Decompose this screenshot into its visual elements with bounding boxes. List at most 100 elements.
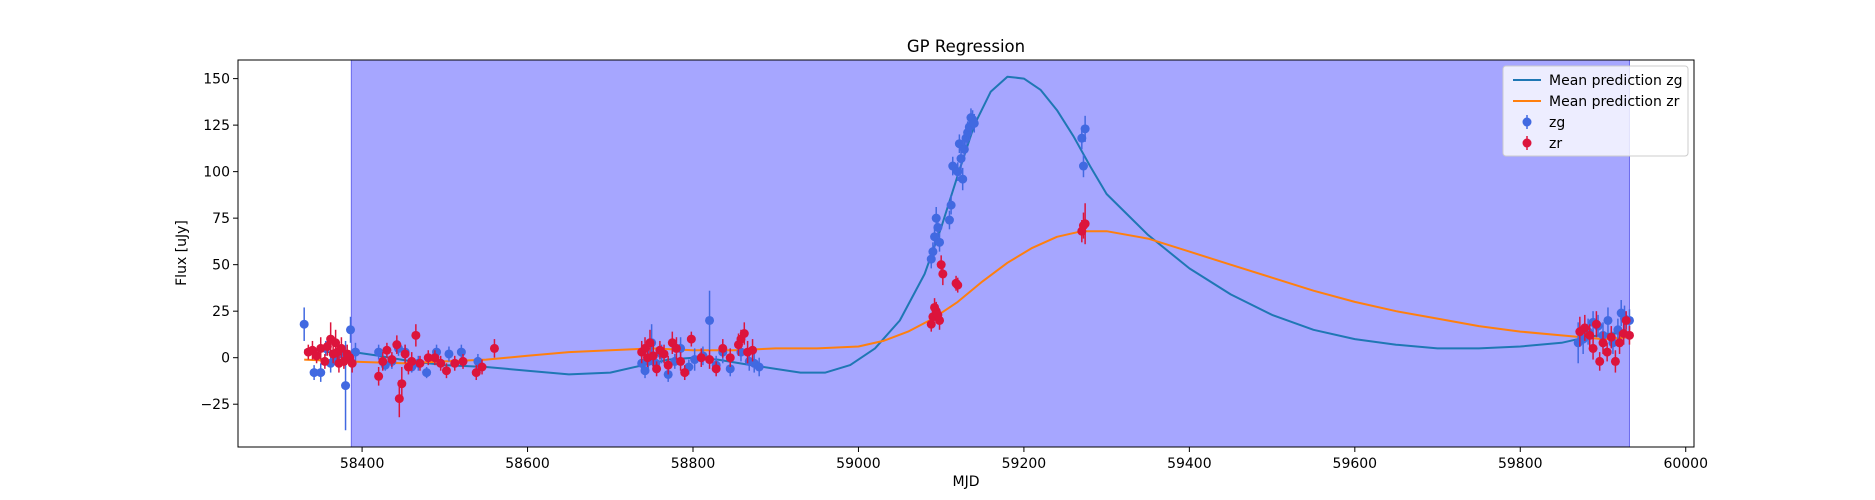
data-marker <box>378 357 387 366</box>
x-tick-label-7: 59800 <box>1498 456 1543 472</box>
x-axis-label: MJD <box>953 474 980 490</box>
data-marker <box>928 247 937 256</box>
data-marker <box>411 331 420 340</box>
data-marker <box>1607 333 1616 342</box>
data-marker <box>387 355 396 364</box>
data-marker <box>1592 320 1601 329</box>
data-marker <box>935 238 944 247</box>
legend-marker-swatch-1 <box>1523 139 1532 148</box>
data-marker <box>1589 344 1598 353</box>
legend-label-line-1: Mean prediction zr <box>1549 94 1680 110</box>
data-marker <box>1611 357 1620 366</box>
data-marker <box>320 357 329 366</box>
data-point-zg-0 <box>300 307 309 340</box>
data-marker <box>422 368 431 377</box>
data-marker <box>478 362 487 371</box>
x-tick-label-8: 60000 <box>1663 456 1708 472</box>
y-tick-label-3: 50 <box>212 258 230 274</box>
data-marker <box>755 362 764 371</box>
data-marker <box>932 214 941 223</box>
data-point-zg-2 <box>316 363 325 382</box>
data-marker <box>927 255 936 264</box>
data-marker <box>392 340 401 349</box>
data-marker <box>442 366 451 375</box>
data-marker <box>401 349 410 358</box>
data-marker <box>672 344 681 353</box>
data-marker <box>382 346 391 355</box>
data-marker <box>953 281 962 290</box>
data-marker <box>935 316 944 325</box>
data-marker <box>947 201 956 210</box>
data-marker <box>652 364 661 373</box>
x-tick-label-4: 59200 <box>1002 456 1047 472</box>
x-tick-label-3: 59000 <box>836 456 881 472</box>
data-marker <box>970 119 979 128</box>
data-marker <box>705 355 714 364</box>
data-marker <box>726 353 735 362</box>
data-marker <box>374 372 383 381</box>
y-tick-label-2: 25 <box>212 304 230 320</box>
data-marker <box>407 357 416 366</box>
data-marker <box>1595 357 1604 366</box>
data-marker <box>1625 331 1634 340</box>
x-tick-label-5: 59400 <box>1167 456 1212 472</box>
data-marker <box>937 260 946 269</box>
data-marker <box>1622 316 1631 325</box>
legend-label-series-1: zr <box>1549 136 1562 152</box>
data-marker <box>927 320 936 329</box>
legend-marker-swatch-0 <box>1523 118 1532 127</box>
data-marker <box>341 381 350 390</box>
data-marker <box>300 320 309 329</box>
data-marker <box>459 357 468 366</box>
data-marker <box>945 216 954 225</box>
legend: Mean prediction zg Mean prediction zr zg zr <box>1503 66 1688 156</box>
y-tick-label-5: 100 <box>203 165 230 181</box>
data-marker <box>1580 323 1589 332</box>
data-marker <box>397 379 406 388</box>
data-marker <box>938 269 947 278</box>
x-tick-label-6: 59600 <box>1333 456 1378 472</box>
x-tick-label-2: 58800 <box>671 456 716 472</box>
data-marker <box>374 348 383 357</box>
data-marker <box>1079 162 1088 171</box>
data-marker <box>1603 348 1612 357</box>
data-marker <box>933 223 942 232</box>
data-marker <box>1603 316 1612 325</box>
data-marker <box>346 325 355 334</box>
data-marker <box>958 175 967 184</box>
y-tick-label-1: 0 <box>221 351 230 367</box>
chart-title: GP Regression <box>907 37 1025 56</box>
y-tick-label-7: 150 <box>203 72 230 88</box>
data-marker <box>348 359 357 368</box>
data-marker <box>450 359 459 368</box>
data-marker <box>1599 338 1608 347</box>
data-marker <box>1615 338 1624 347</box>
data-marker <box>680 368 689 377</box>
data-marker <box>457 348 466 357</box>
data-marker <box>697 353 706 362</box>
data-marker <box>660 349 669 358</box>
data-marker <box>1081 219 1090 228</box>
data-marker <box>748 346 757 355</box>
y-axis-label: Flux [uJy] <box>174 220 190 286</box>
y-tick-label-6: 125 <box>203 118 230 134</box>
data-marker <box>1081 124 1090 133</box>
data-marker <box>712 364 721 373</box>
data-marker <box>436 359 445 368</box>
data-marker <box>718 344 727 353</box>
data-marker <box>740 329 749 338</box>
data-marker <box>676 357 685 366</box>
data-marker <box>687 335 696 344</box>
legend-label-series-0: zg <box>1549 115 1565 131</box>
data-marker <box>705 316 714 325</box>
data-marker <box>416 359 425 368</box>
data-marker <box>664 361 673 370</box>
shaded-region <box>351 60 1629 447</box>
x-tick-label-1: 58600 <box>505 456 550 472</box>
y-tick-label-0: −25 <box>200 397 230 413</box>
y-tick-label-4: 75 <box>212 211 230 227</box>
x-tick-label-0: 58400 <box>340 456 385 472</box>
legend-label-line-0: Mean prediction zg <box>1549 73 1683 89</box>
data-marker <box>960 145 969 154</box>
data-marker <box>316 368 325 377</box>
